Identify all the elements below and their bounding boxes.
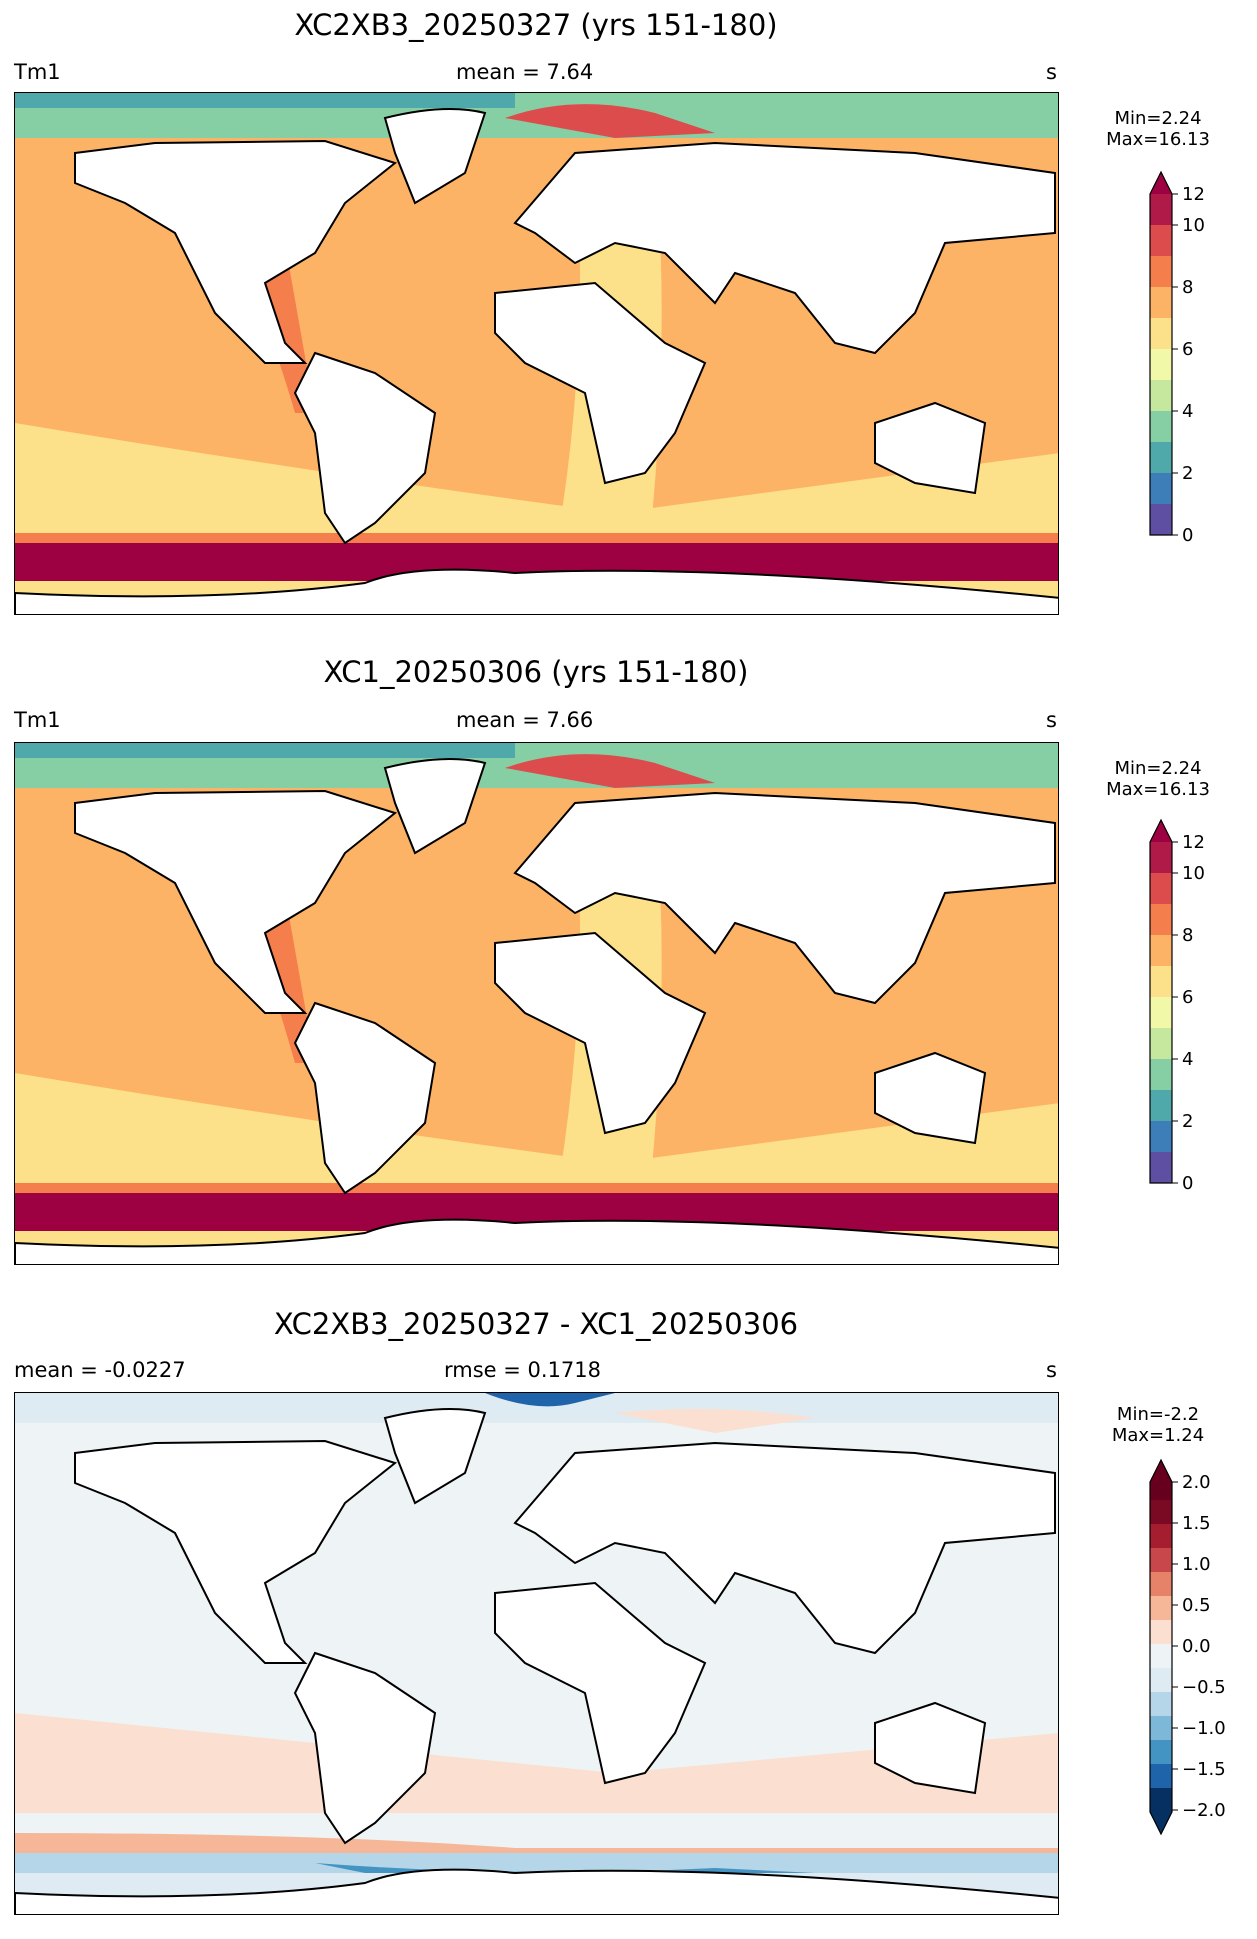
panel3-map [14,1392,1059,1915]
cbar2-seg-8 [1150,904,1172,935]
cbar2-tick-0: 0 [1182,1173,1193,1194]
cbar2-tick-5: 10 [1182,863,1205,884]
panel3-colorbar-ticks: 2.0 1.5 1.0 0.5 0.0 −0.5 −1.0 −1.5 −2.0 [1172,1472,1226,1821]
panel1-max-label: Max=16.13 [1106,129,1210,150]
cbar1-seg-9 [1150,225,1172,256]
cbar1-tick-6: 12 [1182,184,1205,205]
cbar3-tick-5: −0.5 [1182,1677,1226,1698]
panel1-map-svg [15,93,1058,614]
panel3-minmax: Min=-2.2 Max=1.24 [1088,1404,1228,1446]
cbar3-tick-3: 0.5 [1182,1595,1211,1616]
cbar3-seg-2 [1150,1740,1172,1764]
cbar2-seg-10 [1150,842,1172,873]
panel2-units-label: s [1046,708,1057,732]
cbar2-seg-1 [1150,1121,1172,1152]
panel3-map-svg [15,1393,1058,1914]
cbar3-tick-7: −1.5 [1182,1759,1226,1780]
cbar3-top-arrow [1150,1460,1172,1482]
cbar2-tick-4: 8 [1182,925,1193,946]
cbar3-seg-3 [1150,1716,1172,1740]
cbar3-tick-1: 1.5 [1182,1513,1211,1534]
panel2-colorbar: 0 2 4 6 8 10 12 [1149,818,1205,1194]
cbar2-seg-7 [1150,935,1172,966]
panel1-units-label: s [1046,60,1057,84]
panel1-colorbar: 0 2 4 6 8 10 12 [1149,170,1205,546]
panel3-colorbar-segments [1149,1458,1173,1836]
panel3-min-label: Min=-2.2 [1116,1404,1200,1425]
panel1-min-label: Min=2.24 [1114,108,1202,129]
cbar3-seg-0 [1150,1788,1172,1812]
cbar1-seg-0 [1150,504,1172,535]
panel2-minmax: Min=2.24 Max=16.13 [1088,758,1228,800]
panel2-max-label: Max=16.13 [1106,779,1210,800]
cbar1-tick-2: 4 [1182,401,1193,422]
cbar3-tick-2: 1.0 [1182,1554,1211,1575]
cbar2-seg-0 [1150,1152,1172,1183]
panel3-rmse-label: rmse = 0.1718 [444,1358,602,1382]
cbar1-seg-2 [1150,442,1172,473]
cbar1-seg-3 [1150,411,1172,442]
cbar3-seg-9 [1150,1572,1172,1596]
cbar3-bottom-arrow [1150,1812,1172,1834]
cbar1-seg-4 [1150,380,1172,411]
cbar1-tick-5: 10 [1182,215,1205,236]
cbar2-seg-5 [1150,997,1172,1028]
panel1-variable-label: Tm1 [14,60,61,84]
cbar3-tick-6: −1.0 [1182,1718,1226,1739]
cbar2-seg-9 [1150,873,1172,904]
panel2-min-label: Min=2.24 [1114,758,1202,779]
cbar1-seg-8 [1150,256,1172,287]
cbar3-seg-10 [1150,1548,1172,1572]
panel2-mean-label: mean = 7.66 [456,708,594,732]
cbar2-tick-6: 12 [1182,832,1205,853]
cbar2-seg-2 [1150,1090,1172,1121]
cbar1-top-arrow [1150,172,1172,194]
panel3-mean-label: mean = -0.0227 [14,1358,186,1382]
panel3-colorbar: 2.0 1.5 1.0 0.5 0.0 −0.5 −1.0 −1.5 −2.0 [1149,1458,1226,1836]
cbar1-tick-0: 0 [1182,525,1193,546]
cbar2-seg-6 [1150,966,1172,997]
cbar2-seg-4 [1150,1028,1172,1059]
cbar3-seg-7 [1150,1620,1172,1644]
panel1-colorbar-segments [1149,170,1173,536]
panel2-map [14,742,1059,1265]
cbar3-seg-5 [1150,1668,1172,1692]
panel1-mean-label: mean = 7.64 [456,60,594,84]
cbar3-tick-4: 0.0 [1182,1636,1211,1657]
panel1-map [14,92,1059,615]
cbar3-seg-4 [1150,1692,1172,1716]
panel2-title: XC1_20250306 (yrs 151-180) [323,655,749,689]
panel1-title: XC2XB3_20250327 (yrs 151-180) [294,8,778,42]
panel1-colorbar-ticks: 0 2 4 6 8 10 12 [1172,184,1205,546]
panel2-colorbar-segments [1149,818,1173,1184]
cbar1-tick-4: 8 [1182,277,1193,298]
cbar3-seg-1 [1150,1764,1172,1788]
cbar1-seg-10 [1150,194,1172,225]
panel1-minmax: Min=2.24 Max=16.13 [1088,108,1228,150]
cbar2-top-arrow [1150,820,1172,842]
cbar1-seg-5 [1150,349,1172,380]
cbar3-seg-6 [1150,1644,1172,1668]
panel3-max-label: Max=1.24 [1111,1425,1205,1446]
cbar2-tick-1: 2 [1182,1111,1193,1132]
panel2-map-svg [15,743,1058,1264]
cbar2-tick-3: 6 [1182,987,1193,1008]
cbar1-seg-1 [1150,473,1172,504]
cbar2-tick-2: 4 [1182,1049,1193,1070]
panel3-title: XC2XB3_20250327 - XC1_20250306 [273,1307,799,1341]
panel2-colorbar-ticks: 0 2 4 6 8 10 12 [1172,832,1205,1194]
panel2-variable-label: Tm1 [14,708,61,732]
cbar3-seg-8 [1150,1596,1172,1620]
cbar2-seg-3 [1150,1059,1172,1090]
cbar1-tick-1: 2 [1182,463,1193,484]
cbar1-seg-6 [1150,318,1172,349]
cbar3-seg-11 [1150,1524,1172,1548]
panel3-units-label: s [1046,1358,1057,1382]
cbar1-tick-3: 6 [1182,339,1193,360]
cbar3-tick-0: 2.0 [1182,1472,1211,1493]
cbar1-seg-7 [1150,287,1172,318]
cbar3-seg-13 [1150,1482,1172,1500]
cbar3-seg-12 [1150,1500,1172,1524]
cbar3-tick-8: −2.0 [1182,1800,1226,1821]
